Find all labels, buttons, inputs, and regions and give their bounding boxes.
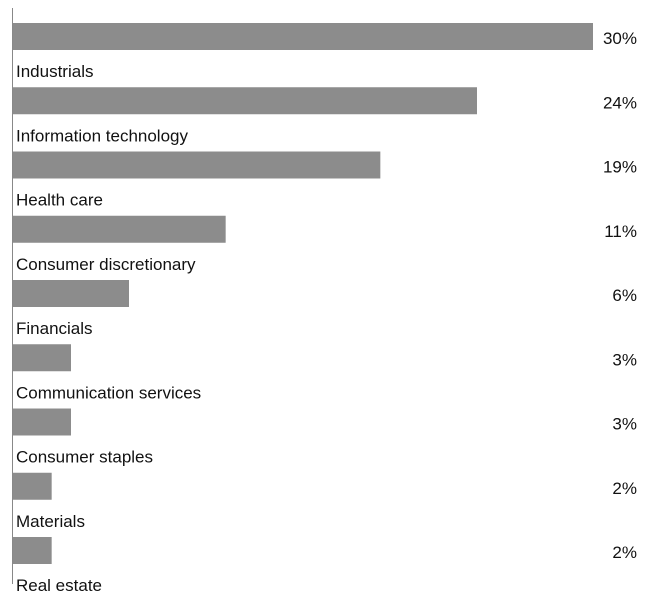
category-label: Information technology <box>16 126 188 145</box>
bar-health-care <box>13 151 381 179</box>
value-label: 2% <box>612 543 637 562</box>
category-label: Financials <box>16 319 93 338</box>
value-label: 19% <box>603 158 637 177</box>
category-label: Consumer staples <box>16 448 153 467</box>
bar-industrials <box>13 23 593 50</box>
bar-consumer-staples <box>13 408 71 436</box>
value-label: 3% <box>612 415 637 434</box>
category-label: Communication services <box>16 383 201 402</box>
value-label: 11% <box>604 222 637 241</box>
category-label: Industrials <box>16 62 93 81</box>
bar-real-estate <box>13 537 52 564</box>
category-label: Consumer discretionary <box>16 255 196 274</box>
bars-group: 30% Industrials 24% Information technology 1… <box>13 23 637 595</box>
bar-consumer-discretionary <box>13 215 226 243</box>
value-label: 3% <box>612 350 637 369</box>
bar-information-technology <box>13 87 477 115</box>
value-label: 6% <box>612 286 637 305</box>
value-label: 30% <box>603 29 637 48</box>
bar-materials <box>13 472 52 500</box>
value-label: 2% <box>612 479 637 498</box>
category-label: Real estate <box>16 576 102 592</box>
category-label: Materials <box>16 512 85 531</box>
value-label: 24% <box>603 93 637 112</box>
bar-communication-services <box>13 344 71 372</box>
category-label: Health care <box>16 191 103 210</box>
bar-financials <box>13 280 129 307</box>
